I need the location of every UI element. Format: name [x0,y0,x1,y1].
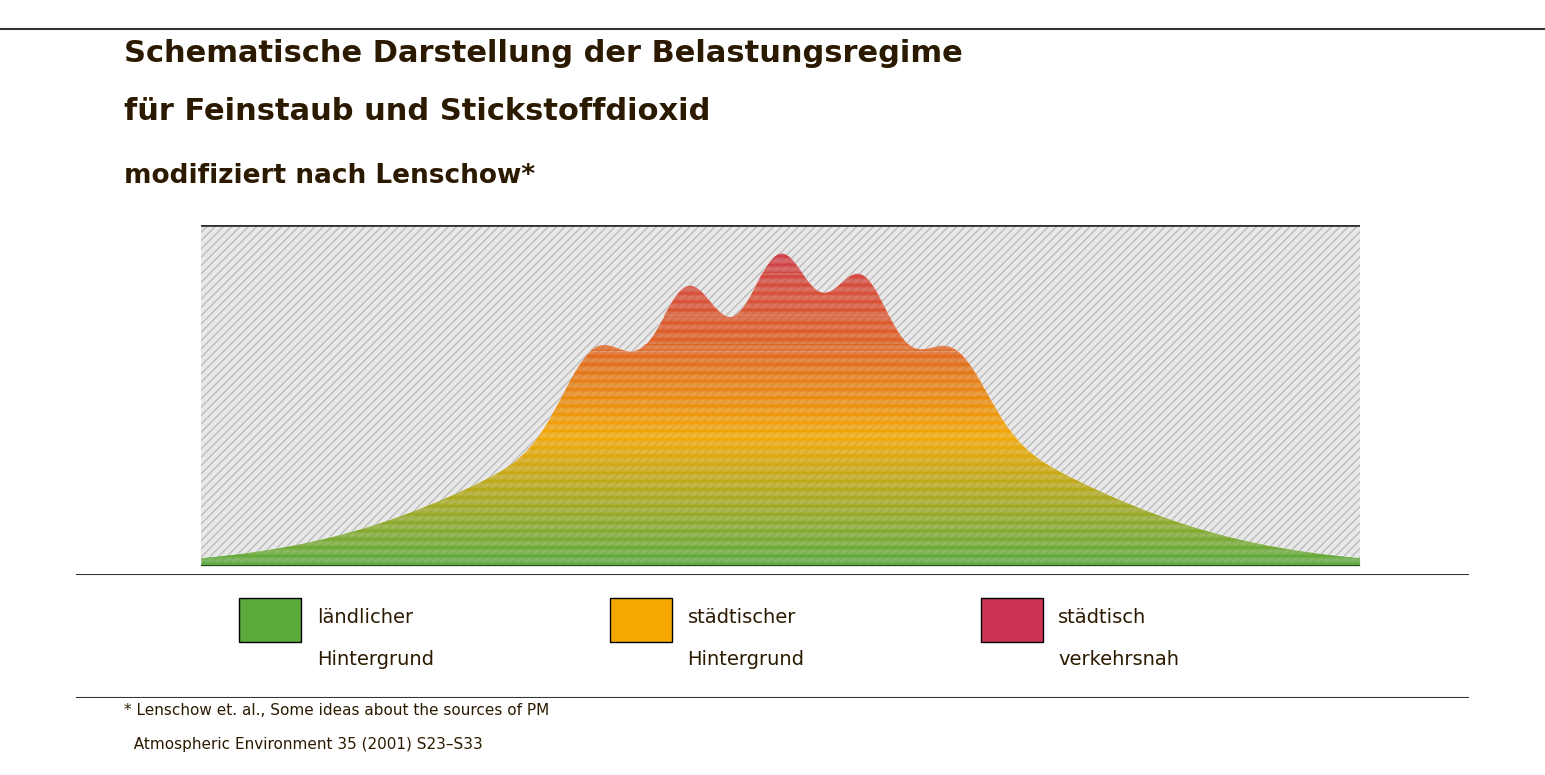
Text: Hintergrund: Hintergrund [688,650,805,670]
Text: Hintergrund: Hintergrund [317,650,434,670]
Text: für Feinstaub und Stickstoffdioxid: für Feinstaub und Stickstoffdioxid [124,97,711,126]
Text: städtischer: städtischer [688,608,796,627]
Text: modifiziert nach Lenschow*: modifiziert nach Lenschow* [124,163,535,189]
FancyBboxPatch shape [610,598,672,642]
Text: Atmospheric Environment 35 (2001) S23–S33: Atmospheric Environment 35 (2001) S23–S3… [124,736,482,752]
Text: Schematische Darstellung der Belastungsregime: Schematische Darstellung der Belastungsr… [124,39,963,67]
Text: verkehrsnah: verkehrsnah [1058,650,1179,670]
Text: ländlicher: ländlicher [317,608,413,627]
Text: * Lenschow et. al., Some ideas about the sources of PM: * Lenschow et. al., Some ideas about the… [124,702,548,718]
Text: städtisch: städtisch [1058,608,1146,627]
FancyBboxPatch shape [981,598,1043,642]
FancyBboxPatch shape [239,598,301,642]
